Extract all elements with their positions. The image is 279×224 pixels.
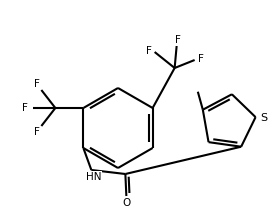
Text: HN: HN: [86, 172, 101, 182]
Text: F: F: [34, 79, 40, 89]
Text: O: O: [122, 198, 131, 208]
Text: F: F: [198, 54, 204, 64]
Text: F: F: [175, 35, 181, 45]
Text: F: F: [146, 46, 151, 56]
Text: F: F: [22, 103, 28, 113]
Text: S: S: [260, 113, 267, 123]
Text: F: F: [34, 127, 40, 137]
